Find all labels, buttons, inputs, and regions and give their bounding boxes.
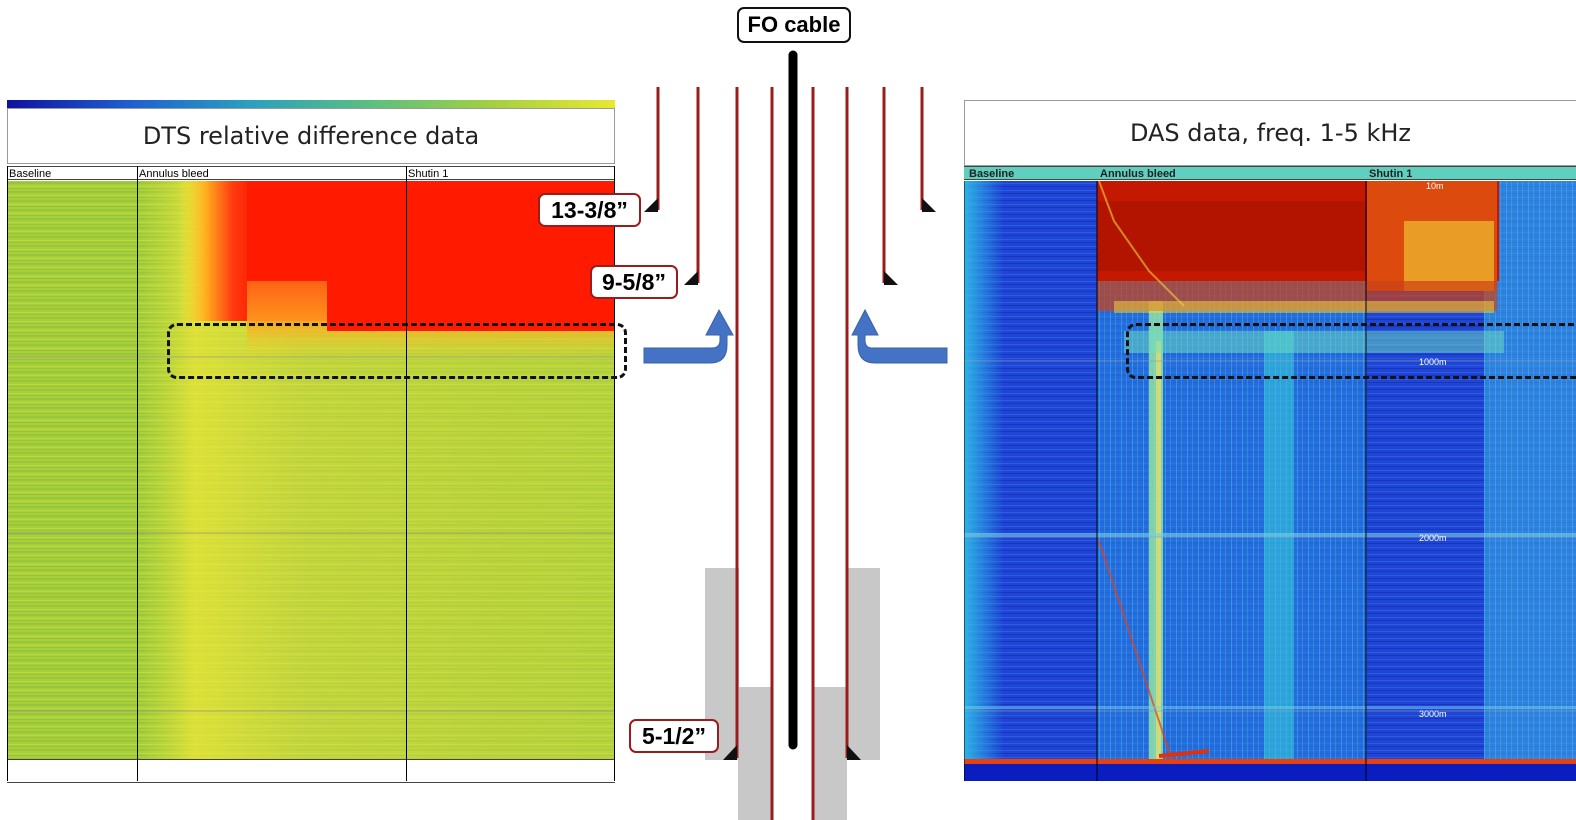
casing-label-5-1-2: 5-1/2” [629, 719, 719, 753]
das-depth-label-1: 10m [1426, 181, 1444, 191]
das-depth-label-3: 2000m [1419, 533, 1447, 543]
casing-label-9-5-8: 9-5/8” [590, 265, 678, 299]
cement-left-inner [738, 687, 772, 820]
well-schematic [643, 50, 948, 820]
fo-cable-label: FO cable [737, 7, 851, 43]
das-depth-label-4: 3000m [1419, 709, 1447, 719]
das-phase-annulus-bleed: Annulus bleed [1100, 168, 1176, 180]
das-phase-baseline: Baseline [969, 168, 1015, 180]
casing-label-13-3-8: 13-3/8” [538, 193, 641, 227]
cement-right-inner [813, 687, 847, 820]
dts-bottom-strip [7, 759, 615, 783]
dts-divider-1 [137, 166, 138, 781]
dts-phase-header: Baseline Annulus bleed Shutin 1 [7, 166, 615, 180]
dts-divider-2 [406, 166, 407, 781]
das-highlight-box [1126, 323, 1576, 379]
dts-phase-baseline: Baseline [9, 168, 52, 180]
dts-phase-annulus-bleed: Annulus bleed [139, 168, 209, 180]
das-waterfall: 10m 1000m 2000m 3000m [964, 181, 1576, 781]
das-phase-header: Baseline Annulus bleed Shutin 1 [964, 166, 1576, 180]
dts-panel-title: DTS relative difference data [7, 108, 615, 164]
dts-heatmap [7, 181, 615, 759]
dts-border-left [7, 166, 8, 781]
dts-phase-shutin: Shutin 1 [408, 168, 449, 180]
flow-arrow-right [851, 308, 948, 364]
cement-right-outer [848, 568, 880, 760]
flow-arrow-left [643, 308, 734, 364]
das-phase-shutin: Shutin 1 [1369, 168, 1413, 180]
dts-border-right [614, 166, 615, 781]
dts-highlight-box [167, 323, 627, 379]
das-depth-label-2: 1000m [1419, 357, 1447, 367]
das-panel-title: DAS data, freq. 1-5 kHz [964, 100, 1576, 166]
dts-colorbar [7, 100, 615, 108]
